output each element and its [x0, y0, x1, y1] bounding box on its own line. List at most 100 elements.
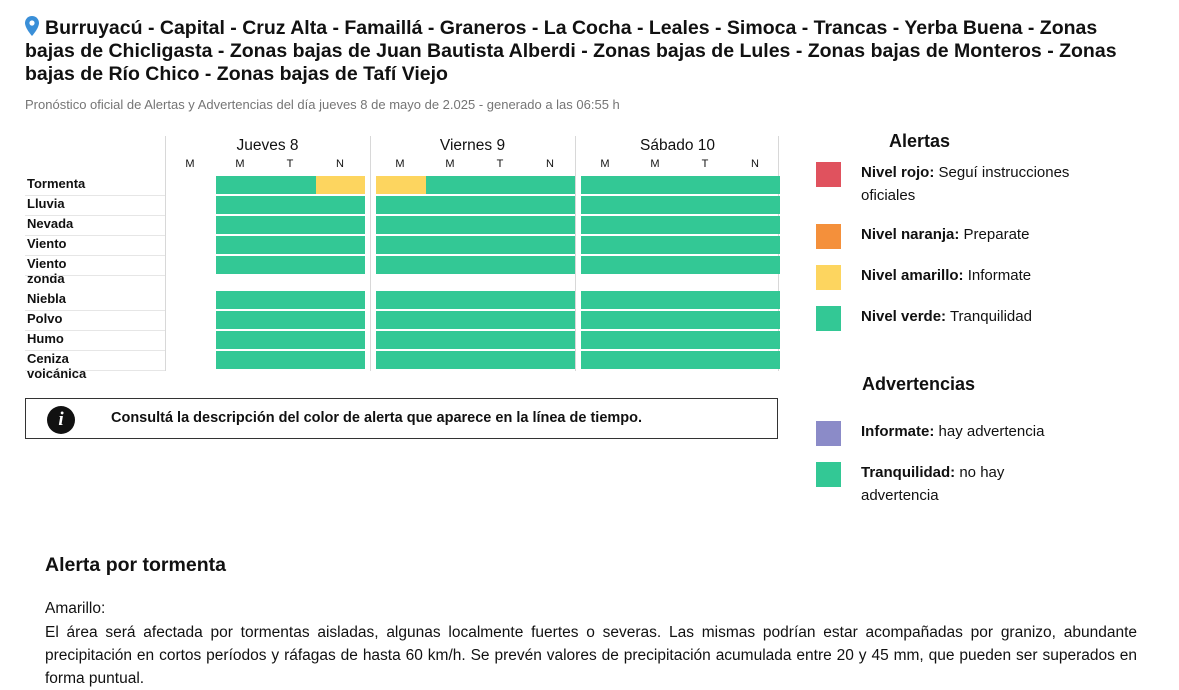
timeline-cell [316, 176, 365, 194]
timeline-cell [731, 216, 780, 234]
timeline-cell [476, 216, 526, 234]
timeline-cell [266, 351, 316, 369]
timeline-cell [476, 351, 526, 369]
timeline-cell [631, 176, 681, 194]
timeline-cell [216, 236, 266, 254]
timeline-cell [631, 196, 681, 214]
timeline-cell [166, 176, 216, 194]
day-separator [165, 136, 166, 371]
timeline-cell [166, 351, 216, 369]
timeline-cell [166, 196, 216, 214]
row-label: Viento [27, 236, 67, 251]
time-slot-label: N [336, 158, 344, 170]
timeline-cell [316, 236, 365, 254]
timeline-cell [581, 311, 631, 329]
detail-title: Alerta por tormenta [45, 554, 226, 576]
legend-item-naranja-strong: Nivel naranja: [861, 226, 960, 243]
timeline-cell [681, 176, 731, 194]
timeline-cell [526, 236, 575, 254]
legend-swatch-tranquilidad [816, 462, 841, 487]
timeline-cell [426, 196, 476, 214]
timeline-cell [731, 256, 780, 274]
legend-item-rojo-text: Seguí instrucciones oficiales [861, 164, 1070, 204]
timeline-cell [681, 256, 731, 274]
timeline-cell [426, 331, 476, 349]
time-slot-label: M [650, 158, 660, 170]
timeline-cell [731, 291, 780, 309]
timeline-cell [376, 176, 426, 194]
timeline-cell [376, 311, 426, 329]
row-label: Nevada [27, 216, 74, 231]
timeline-cell [681, 311, 731, 329]
timeline-cell [266, 216, 316, 234]
timeline-cell [376, 291, 426, 309]
time-slot-label: M [445, 158, 455, 170]
time-slot-label: T [286, 158, 294, 170]
row-separator [25, 215, 165, 216]
timeline-cell [166, 256, 216, 274]
time-slot-label: M [395, 158, 405, 170]
row-label: Humo [27, 331, 64, 346]
timeline-cell [216, 216, 266, 234]
timeline-cell [376, 196, 426, 214]
timeline-cell [581, 256, 631, 274]
timeline-cell [681, 331, 731, 349]
timeline-cell [581, 291, 631, 309]
location-title-text: Burruyacú - Capital - Cruz Alta - Famail… [25, 17, 1117, 85]
row-separator [25, 350, 165, 351]
timeline-cell [526, 311, 575, 329]
legend-item-informate: Informate: hay advertencia [861, 420, 1081, 443]
timeline-cell [581, 176, 631, 194]
forecast-subtitle: Pronóstico oficial de Alertas y Adverten… [25, 97, 620, 112]
legend-item-naranja-text: Preparate [959, 226, 1030, 243]
timeline-cell [166, 291, 216, 309]
timeline-cell [216, 331, 266, 349]
legend-item-naranja: Nivel naranja: Preparate [861, 223, 1081, 246]
time-slot-label: N [751, 158, 759, 170]
timeline-cell [426, 291, 476, 309]
info-text: Consultá la descripción del color de ale… [111, 410, 643, 426]
timeline-cell [216, 351, 266, 369]
time-slot-label: N [546, 158, 554, 170]
detail-level-label: Amarillo: [45, 600, 106, 617]
timeline-cell [526, 216, 575, 234]
timeline-cell [526, 256, 575, 274]
timeline-cell [316, 291, 365, 309]
timeline-cell [526, 331, 575, 349]
legend-swatch-verde [816, 306, 841, 331]
timeline-cell [631, 331, 681, 349]
day-separator [575, 136, 576, 371]
legend-item-verde: Nivel verde: Tranquilidad [861, 305, 1081, 328]
timeline-cell [266, 256, 316, 274]
timeline-cell [376, 331, 426, 349]
timeline-cell [731, 176, 780, 194]
day-header: Viernes 9 [439, 137, 506, 154]
row-label: Ceniza volcánica [27, 351, 87, 381]
row-separator [25, 255, 165, 256]
timeline-cell [631, 236, 681, 254]
legend-swatch-rojo [816, 162, 841, 187]
timeline-cell [476, 331, 526, 349]
timeline-cell [681, 236, 731, 254]
row-separator [25, 370, 165, 371]
row-label: Lluvia [27, 196, 65, 211]
legend-item-tranquilidad-text: no hay advertencia [861, 464, 1005, 504]
timeline-cell [526, 176, 575, 194]
timeline-cell [476, 291, 526, 309]
location-title: Burruyacú - Capital - Cruz Alta - Famail… [25, 16, 1135, 86]
legend-item-informate-text: hay advertencia [934, 423, 1045, 440]
timeline-cell [266, 236, 316, 254]
timeline-cell [426, 311, 476, 329]
row-separator [25, 330, 165, 331]
row-separator [25, 310, 165, 311]
timeline-cell [631, 311, 681, 329]
time-slot-label: M [600, 158, 610, 170]
timeline-cell [581, 216, 631, 234]
timeline-cell [681, 196, 731, 214]
timeline-cell [581, 196, 631, 214]
legend-item-tranquilidad-strong: Tranquilidad: [861, 464, 956, 481]
day-header: Jueves 8 [236, 137, 299, 154]
timeline-cell [216, 311, 266, 329]
timeline-cell [631, 216, 681, 234]
timeline-cell [316, 196, 365, 214]
